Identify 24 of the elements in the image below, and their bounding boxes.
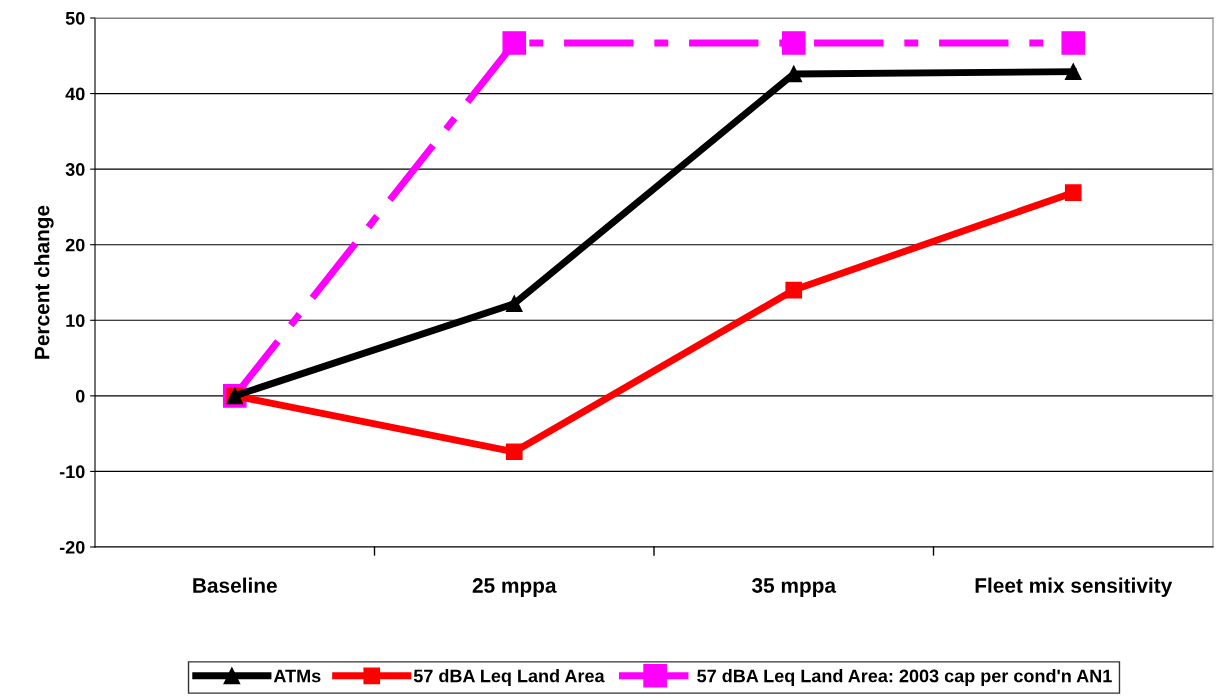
legend-label: 57 dBA Leq Land Area: 2003 cap per cond'n AN1 [697, 669, 1112, 686]
y-axis-title: Percent change [34, 205, 54, 359]
x-tick-label: Baseline [193, 577, 277, 593]
point [505, 443, 523, 461]
point [1064, 184, 1082, 201]
y-tick-label: 10 [66, 314, 85, 328]
y-tick-label: 50 [65, 11, 85, 25]
y-tick-label: 30 [65, 163, 85, 176]
legend-label: ATMs [273, 669, 321, 683]
legend-label: 57 dBA Leq Land Area [413, 669, 605, 686]
point [785, 281, 803, 299]
point [1064, 63, 1082, 80]
x-tick-label: Fleet mix sensitivity [975, 577, 1173, 597]
point [502, 31, 527, 55]
x-tick-label: 35 mppa [751, 578, 837, 597]
point [505, 295, 523, 312]
y-tick-label: 40 [65, 87, 85, 101]
point [1061, 31, 1086, 55]
y-tick-label: 0 [75, 389, 85, 403]
y-tick-label: -20 [59, 540, 85, 554]
y-tick-label: -10 [59, 465, 85, 479]
point [781, 31, 806, 55]
y-tick-label: 20 [65, 238, 85, 252]
x-tick-label: 25 mppa [472, 578, 557, 597]
